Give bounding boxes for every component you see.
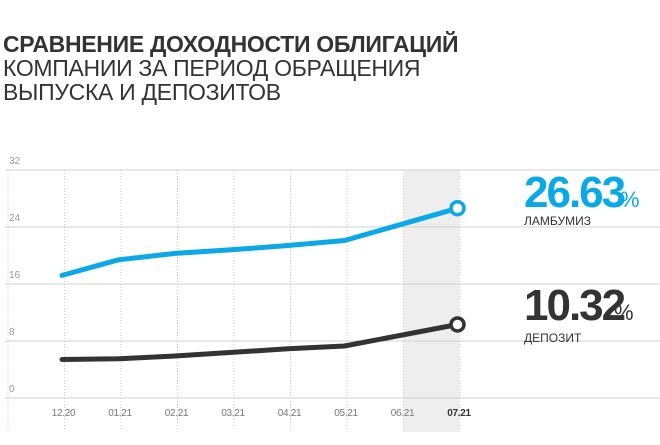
title-bold: СРАВНЕНИЕ ДОХОДНОСТИ ОБЛИГАЦИЙ [3, 31, 459, 57]
series-line [59, 205, 460, 278]
title-line-2: КОМПАНИИ ЗА ПЕРИОД ОБРАЩЕНИЯ [3, 55, 421, 81]
x-tick-label: 07.21 [447, 408, 471, 419]
y-tick-label: 16 [9, 270, 21, 281]
series-end-marker [449, 200, 466, 217]
x-tick-label: 01.21 [108, 408, 132, 419]
series-name: ЛАМБУМИЗ [524, 214, 591, 228]
title-line-3: ВЫПУСКА И ДЕПОЗИТОВ [3, 79, 281, 105]
grid-layer: 32 24 16 8 0 [5, 156, 660, 430]
x-tick-label: 05.21 [334, 408, 358, 419]
x-tick-label: 06.21 [391, 408, 415, 419]
x-tick-label: 04.21 [278, 408, 302, 419]
series-line [59, 322, 460, 362]
y-tick-label: 0 [9, 384, 15, 395]
y-tick-label: 32 [9, 156, 21, 167]
series-end-value: 26.63 [524, 168, 625, 217]
y-tick-label: 8 [9, 327, 15, 338]
series-end-unit: % [614, 300, 634, 325]
x-tick-label: 03.21 [221, 408, 245, 419]
series-end-marker [449, 316, 466, 333]
x-tick-label: 12.20 [52, 408, 76, 419]
x-tick-label: 02.21 [165, 408, 189, 419]
label-layer: 12.20 01.21 02.21 03.21 04.21 05.21 06.21 07.21… [52, 168, 640, 419]
series-name: ДЕПОЗИТ [524, 331, 582, 345]
series-layer [59, 200, 466, 362]
chart-title: СРАВНЕНИЕ ДОХОДНОСТИ ОБЛИГАЦИЙ КОМПАНИИ … [3, 32, 458, 104]
y-tick-label: 24 [9, 213, 21, 224]
series-end-value: 10.32 [524, 281, 625, 330]
series-end-unit: % [620, 187, 640, 212]
